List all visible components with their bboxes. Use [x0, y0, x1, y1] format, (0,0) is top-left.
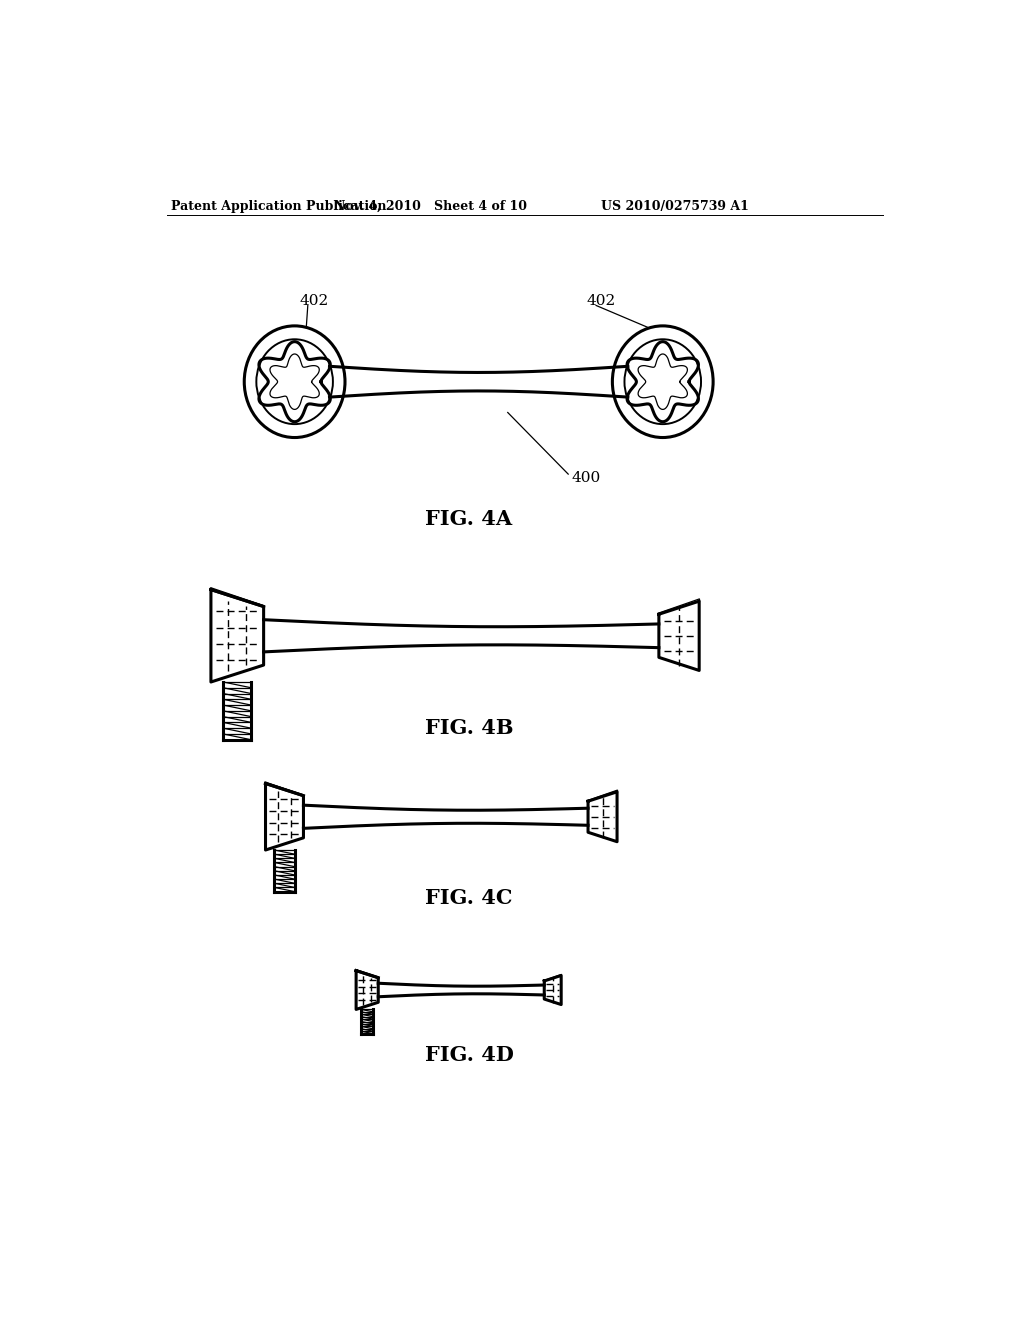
- Text: FIG. 4C: FIG. 4C: [425, 887, 513, 908]
- Text: FIG. 4A: FIG. 4A: [425, 508, 513, 529]
- Text: 402: 402: [299, 294, 329, 308]
- Text: 400: 400: [571, 471, 600, 484]
- Text: FIG. 4B: FIG. 4B: [425, 718, 513, 738]
- Text: FIG. 4D: FIG. 4D: [425, 1045, 513, 1065]
- Text: Nov. 4, 2010   Sheet 4 of 10: Nov. 4, 2010 Sheet 4 of 10: [334, 199, 526, 213]
- Text: US 2010/0275739 A1: US 2010/0275739 A1: [601, 199, 749, 213]
- Text: 402: 402: [586, 294, 615, 308]
- Text: Patent Application Publication: Patent Application Publication: [171, 199, 386, 213]
